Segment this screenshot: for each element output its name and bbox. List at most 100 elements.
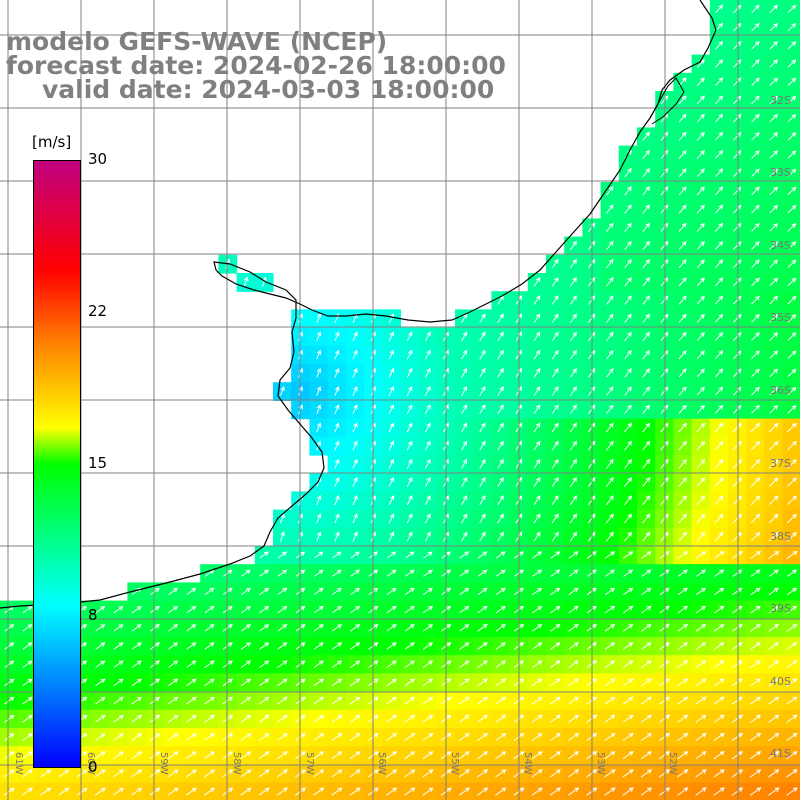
wind-arrow — [533, 386, 541, 396]
wind-arrow — [313, 769, 325, 778]
wind-arrow — [678, 222, 687, 232]
wind-arrow — [677, 605, 688, 614]
wind-arrow — [568, 569, 579, 577]
wind-arrow — [532, 623, 543, 632]
wind-arrow — [732, 623, 743, 632]
wind-arrow — [533, 513, 541, 524]
wind-arrow — [4, 660, 15, 668]
wind-arrow — [550, 696, 561, 705]
wind-arrow — [461, 477, 468, 487]
wind-arrow — [731, 714, 743, 723]
wind-arrow — [786, 440, 797, 451]
wind-arrow — [495, 642, 506, 650]
wind-arrow — [204, 751, 215, 760]
lat-label: 35S — [770, 311, 791, 324]
wind-arrow — [352, 513, 358, 524]
wind-arrow — [751, 332, 760, 341]
wind-arrow — [569, 313, 577, 323]
wind-arrow — [497, 349, 504, 360]
wind-arrow — [258, 769, 270, 778]
wind-arrow — [533, 477, 541, 487]
wind-arrow — [477, 714, 488, 723]
wind-arrow — [113, 696, 124, 705]
wind-arrow — [533, 276, 541, 287]
wind-arrow — [569, 477, 577, 487]
wind-arrow — [316, 495, 322, 506]
wind-arrow — [642, 477, 651, 488]
wind-arrow — [696, 131, 705, 141]
wind-arrow — [606, 313, 614, 323]
wind-arrow — [641, 569, 652, 577]
wind-arrow — [732, 477, 742, 487]
wind-arrow — [386, 678, 397, 687]
wind-arrow — [461, 331, 468, 342]
wind-arrow — [787, 295, 797, 305]
wind-arrow — [714, 440, 724, 451]
wind-arrow — [350, 605, 361, 614]
wind-arrow — [769, 313, 779, 323]
wind-arrow — [642, 422, 651, 433]
wind-arrow — [404, 642, 415, 650]
wind-arrow — [695, 751, 707, 760]
wind-arrow — [461, 440, 468, 451]
wind-arrow — [659, 751, 671, 760]
wind-arrow — [459, 714, 470, 723]
wind-arrow — [259, 587, 270, 596]
wind-arrow — [714, 313, 724, 323]
wind-arrow — [331, 660, 343, 669]
wind-arrow — [768, 531, 779, 542]
wind-arrow — [495, 696, 507, 705]
wind-arrow — [204, 733, 215, 741]
wind-arrow — [751, 77, 760, 86]
wind-arrow — [314, 551, 324, 559]
wind-arrow — [168, 642, 179, 650]
wind-arrow — [695, 587, 707, 596]
wind-arrow — [131, 733, 143, 741]
wind-arrow — [497, 367, 504, 378]
wind-arrow — [714, 459, 724, 469]
wind-arrow — [113, 769, 125, 778]
wind-arrow — [713, 696, 725, 705]
wind-arrow — [334, 349, 340, 360]
wind-arrow — [569, 277, 577, 287]
wind-arrow — [731, 696, 743, 705]
wind-arrow — [388, 349, 395, 360]
wind-arrow — [769, 59, 778, 68]
wind-arrow — [58, 769, 70, 778]
wind-arrow — [677, 551, 689, 559]
wind-arrow — [150, 587, 160, 596]
wind-arrow — [696, 186, 705, 196]
wind-arrow — [750, 642, 761, 650]
wind-arrow — [642, 368, 651, 378]
wind-arrow — [386, 769, 398, 778]
wind-arrow — [352, 531, 358, 542]
wind-arrow — [731, 769, 744, 778]
wind-arrow — [167, 751, 179, 760]
wind-arrow — [769, 132, 779, 141]
wind-arrow — [604, 605, 616, 614]
wind-arrow — [768, 787, 780, 796]
wind-arrow — [22, 605, 33, 614]
wind-arrow — [550, 569, 561, 577]
wind-arrow — [678, 459, 687, 469]
wind-arrow — [459, 551, 470, 559]
wind-arrow — [751, 4, 760, 14]
wind-arrow — [714, 259, 724, 269]
wind-arrow — [424, 476, 431, 487]
wind-arrow — [732, 605, 743, 614]
wind-arrow — [461, 385, 468, 396]
wind-arrow — [695, 623, 707, 632]
wind-arrow — [715, 95, 724, 105]
wind-arrow — [388, 367, 395, 378]
lon-label: 53W — [595, 752, 606, 775]
wind-arrow — [149, 660, 161, 668]
wind-arrow — [696, 386, 705, 396]
wind-arrow — [715, 113, 724, 123]
wind-arrow — [422, 787, 434, 796]
wind-arrow — [259, 551, 269, 559]
lat-label: 36S — [770, 384, 791, 397]
wind-arrow — [532, 605, 543, 614]
wind-arrow — [624, 422, 632, 433]
wind-arrow — [113, 733, 124, 741]
